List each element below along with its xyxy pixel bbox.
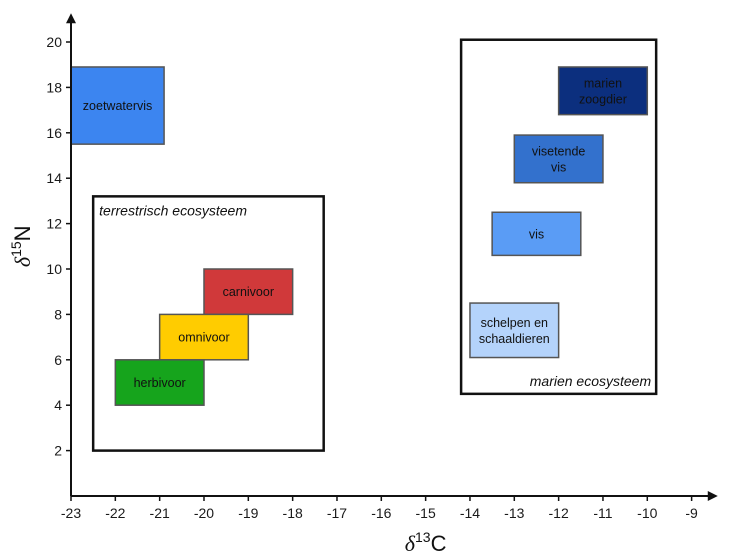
y-axis-label-symbol: δ <box>10 256 35 267</box>
x-tick-label: -17 <box>327 505 347 521</box>
x-tick-label: -16 <box>371 505 391 521</box>
group-label-herbivoor: herbivoor <box>134 376 186 390</box>
y-tick-label: 8 <box>54 306 62 322</box>
y-tick-label: 18 <box>46 79 62 95</box>
group-box-vis <box>491 211 582 257</box>
axis-layer: -23 -22 -21 -20 -19 -18 -17 -16 -15 -14 -13 -12 -11 -… <box>46 13 718 521</box>
x-tick-label: -15 <box>416 505 436 521</box>
y-tick-label: 10 <box>46 261 62 277</box>
ecosystem-layer: terrestrisch ecosysteem marien ecosysteem <box>91 38 658 452</box>
group-label-carnivoor: carnivoor <box>223 285 274 299</box>
x-axis-label-symbol: δ <box>405 531 416 556</box>
group-box-visetende-vis <box>513 134 604 184</box>
y-tick-label: 12 <box>46 216 62 232</box>
group-layer: zoetwatervis carnivoor omnivoor herbivoor ma… <box>70 66 649 406</box>
x-axis-label-sup: 13 <box>415 529 431 545</box>
ecosystem-label-terrestrial: terrestrisch ecosysteem <box>99 202 247 218</box>
y-tick-label: 6 <box>54 352 62 368</box>
x-axis-arrow <box>707 491 718 501</box>
x-tick-label: -20 <box>194 505 214 521</box>
group-label-visetende-vis-2: vis <box>551 160 566 174</box>
x-tick-label: -21 <box>150 505 170 521</box>
group-label-zoetwatervis: zoetwatervis <box>83 99 152 113</box>
group-label-vis: vis <box>529 227 544 241</box>
y-tick-label: 16 <box>46 125 62 141</box>
ecosystem-frame-terrestrial <box>91 195 325 452</box>
group-label-marien-zoogdier-1: marien <box>584 76 622 90</box>
x-tick-label: -18 <box>283 505 303 521</box>
x-tick-label: -13 <box>504 505 524 521</box>
group-box-marien-zoogdier <box>557 66 649 116</box>
x-tick-label: -12 <box>549 505 569 521</box>
group-label-omnivoor: omnivoor <box>178 331 229 345</box>
x-axis-label: δ13C <box>405 529 447 556</box>
ecosystem-frame-marine <box>459 38 658 396</box>
group-label-marien-zoogdier-2: zoogdier <box>579 92 627 106</box>
ecosystem-label-marine: marien ecosysteem <box>530 373 652 389</box>
group-box-schelpen-schaaldieren <box>469 302 560 359</box>
y-tick-label: 20 <box>46 34 62 50</box>
x-axis-label-tail: C <box>431 531 447 556</box>
x-tick-label: -11 <box>593 505 612 521</box>
x-tick-label: -14 <box>460 505 480 521</box>
group-label-schelpen-schaaldieren-1: schelpen en <box>481 316 548 330</box>
x-tick-label: -22 <box>105 505 125 521</box>
y-tick-label: 4 <box>54 397 62 413</box>
x-tick-label: -23 <box>61 505 81 521</box>
y-tick-label: 14 <box>46 170 62 186</box>
y-axis-label: δ15N <box>8 225 35 267</box>
y-axis-arrow <box>66 13 76 24</box>
group-box-omnivoor <box>158 313 250 361</box>
x-tick-label: -10 <box>637 505 657 521</box>
x-tick-label: -9 <box>685 505 698 521</box>
y-axis-label-sup: 15 <box>8 241 24 257</box>
group-label-visetende-vis-1: visetende <box>532 144 586 158</box>
y-tick-label: 2 <box>54 443 62 459</box>
group-box-herbivoor <box>114 359 205 406</box>
y-axis-label-tail: N <box>10 225 35 241</box>
x-tick-label: -19 <box>238 505 258 521</box>
group-box-zoetwatervis <box>70 66 165 145</box>
group-label-schelpen-schaaldieren-2: schaaldieren <box>479 332 550 346</box>
group-box-carnivoor <box>203 268 294 316</box>
